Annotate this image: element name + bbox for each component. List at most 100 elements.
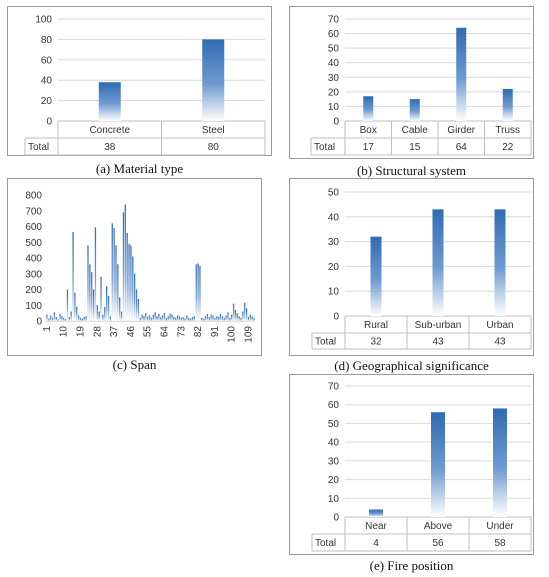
bar <box>76 306 78 321</box>
bar <box>236 313 238 321</box>
bar <box>145 313 147 321</box>
chart-panel-structural-system: 0 10 20 30 40 50 60 70 Total Box 17 Cable 15 Girder 64… <box>289 6 534 159</box>
table-value: 56 <box>432 538 444 549</box>
table-value: 17 <box>363 142 375 153</box>
bar <box>245 308 248 321</box>
caption-fire-position: (e) Fire position <box>369 558 454 573</box>
category-label: Sub-urban <box>415 320 462 331</box>
y-tick-label: 50 <box>328 44 340 55</box>
y-tick-label: 30 <box>328 73 340 84</box>
chart-panel-fire-position: 0 10 20 30 40 50 60 70 Total Near 4 Above 56 Under 58 <box>289 374 534 555</box>
bar <box>113 228 115 321</box>
bar <box>493 408 507 517</box>
y-tick-label: 600 <box>25 222 42 233</box>
bar <box>189 318 192 321</box>
bar <box>81 318 84 321</box>
bar <box>363 96 374 121</box>
bar <box>169 313 171 321</box>
caption-structural-system: (b) Structural system <box>356 163 467 178</box>
bar <box>225 315 227 321</box>
span-chart: 0 100 200 300 400 500 600 700 800 1 10 19 28 37 46 55 64… <box>25 191 255 343</box>
bar <box>72 232 74 321</box>
x-tick-label: 73 <box>176 326 187 338</box>
bar <box>456 27 467 121</box>
y-tick-label: 200 <box>25 285 42 296</box>
y-tick-label: 60 <box>328 400 340 411</box>
bar <box>100 276 102 321</box>
bar <box>132 256 134 321</box>
bar <box>128 243 130 321</box>
category-label: Above <box>424 521 453 532</box>
x-tick-label: 82 <box>193 326 204 338</box>
material-type-chart: 0 20 40 60 80 100 Total Concrete 38 Steel 80 <box>24 15 266 156</box>
y-tick-label: 30 <box>328 237 340 248</box>
y-tick-label: 20 <box>328 87 340 98</box>
bar <box>126 232 128 321</box>
bar <box>204 316 207 321</box>
y-tick-label: 20 <box>328 475 340 486</box>
table-value: 58 <box>494 538 506 549</box>
bar <box>188 317 190 321</box>
x-tick-label: 10 <box>59 326 70 338</box>
bar <box>494 209 506 316</box>
y-tick-label: 10 <box>328 102 340 113</box>
x-tick-label: 55 <box>143 326 154 338</box>
bar <box>163 313 166 321</box>
x-tick-label: 37 <box>109 326 120 338</box>
bar <box>91 272 93 321</box>
category-label: Steel <box>202 125 225 136</box>
bar <box>48 318 50 321</box>
bar <box>182 317 184 321</box>
y-tick-label: 0 <box>333 117 339 128</box>
category-label: Near <box>365 521 387 532</box>
bar <box>143 316 145 321</box>
bar <box>148 315 151 321</box>
bar <box>160 317 162 321</box>
bar <box>191 317 194 321</box>
bar <box>119 297 121 321</box>
bar <box>135 289 138 321</box>
y-tick-label: 700 <box>25 206 42 217</box>
bar <box>94 227 97 321</box>
bar <box>70 311 72 321</box>
bar <box>197 263 199 321</box>
table-row-label: Total <box>315 337 336 348</box>
y-tick-label: 0 <box>36 317 42 328</box>
bar <box>216 316 218 321</box>
y-tick-label: 0 <box>333 312 339 323</box>
category-label: Concrete <box>89 125 130 136</box>
y-tick-label: 50 <box>328 419 340 430</box>
bar <box>234 309 237 321</box>
y-tick-label: 100 <box>25 301 42 312</box>
bar <box>247 317 250 321</box>
bar <box>227 312 229 321</box>
bar <box>106 286 108 321</box>
bar <box>96 305 98 321</box>
bar <box>217 317 220 321</box>
table-value: 4 <box>373 538 379 549</box>
bar <box>232 303 235 321</box>
bar <box>229 317 231 321</box>
bar <box>154 312 156 321</box>
bar <box>502 88 513 121</box>
x-tick-label: 91 <box>210 326 221 338</box>
x-tick-label: 109 <box>243 326 254 343</box>
caption-geographical-significance: (d) Geographical significance <box>334 358 489 373</box>
y-tick-label: 60 <box>328 29 340 40</box>
x-tick-label: 1 <box>42 326 53 332</box>
geographical-significance-chart: 0 10 20 30 40 50 Total Rural 32 Sub-urban 43 Urban 4… <box>311 188 532 350</box>
bar <box>202 39 225 121</box>
bar <box>139 317 141 321</box>
bar <box>208 317 210 321</box>
table-row-label: Total <box>314 142 335 153</box>
bar <box>152 314 154 321</box>
category-label: Under <box>486 521 514 532</box>
bar <box>104 306 106 321</box>
bar <box>147 317 149 321</box>
x-tick-label: 64 <box>159 326 170 338</box>
y-tick-label: 70 <box>328 382 340 393</box>
bar <box>134 273 136 321</box>
table-value: 22 <box>502 142 514 153</box>
bar <box>68 317 70 321</box>
y-tick-label: 100 <box>35 15 52 26</box>
